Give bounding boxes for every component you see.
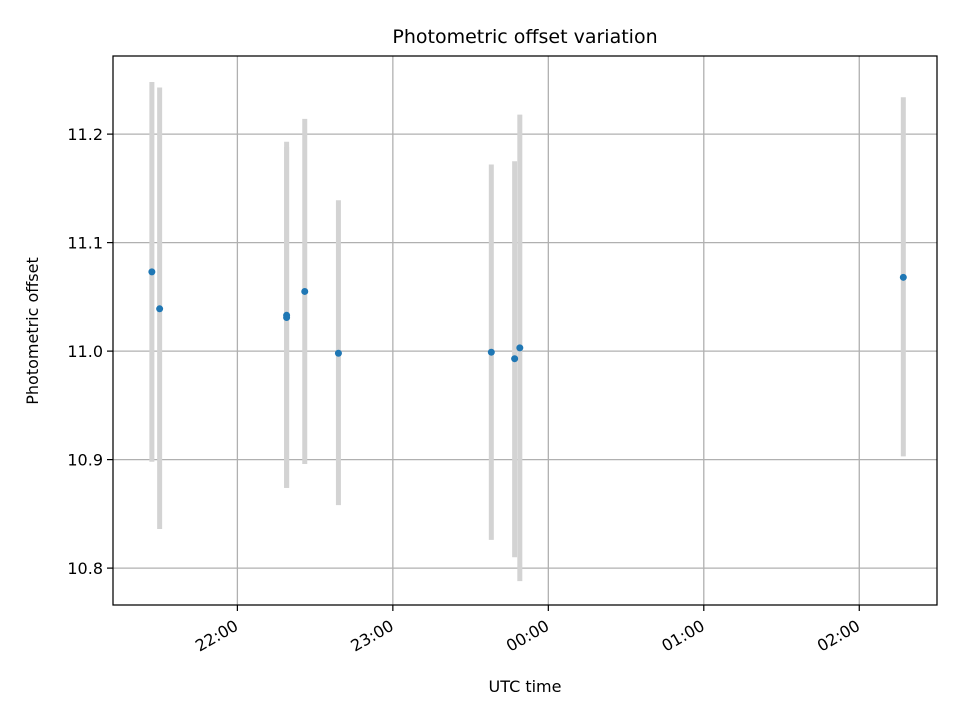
data-point (283, 313, 291, 321)
y-tick-label: 11.0 (67, 342, 103, 361)
y-axis-ticks: 10.8 10.9 11.0 11.1 11.2 (67, 125, 113, 578)
plot-frame (112, 55, 938, 606)
data-point (899, 273, 907, 281)
data-point (156, 305, 164, 313)
data-point (487, 348, 495, 356)
data-points (148, 268, 907, 363)
data-point (148, 268, 156, 276)
data-point (301, 287, 309, 295)
grid (113, 56, 937, 605)
x-axis-label: UTC time (489, 677, 562, 696)
data-point (516, 344, 524, 352)
y-tick-label: 10.8 (67, 559, 103, 578)
chart-title: Photometric offset variation (392, 26, 657, 48)
y-axis-label: Photometric offset (23, 257, 42, 405)
data-point (511, 355, 519, 363)
y-tick-label: 11.2 (67, 125, 103, 144)
data-point (334, 349, 342, 357)
y-tick-label: 10.9 (67, 451, 103, 470)
y-tick-label: 11.1 (67, 234, 103, 253)
